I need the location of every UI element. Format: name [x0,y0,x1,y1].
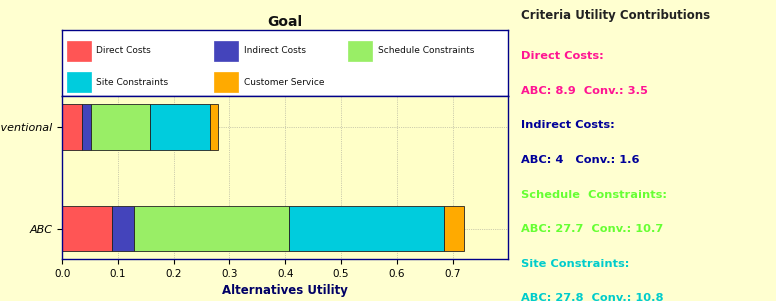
Text: Schedule  Constraints:: Schedule Constraints: [521,190,667,200]
Bar [151,104,210,150]
Text: ABC: 27.8  Conv.: 10.8: ABC: 27.8 Conv.: 10.8 [521,293,663,301]
Bar [81,104,91,150]
Bar [444,206,463,251]
Text: Site Constraints:: Site Constraints: [521,259,629,269]
Text: Schedule Constraints: Schedule Constraints [378,46,474,55]
Bar [348,41,372,61]
Text: ABC: 4   Conv.: 1.6: ABC: 4 Conv.: 1.6 [521,155,639,165]
Text: Indirect Costs:: Indirect Costs: [521,120,615,130]
Bar [289,206,444,251]
Bar [134,206,289,251]
Bar [91,104,151,150]
X-axis label: Alternatives Utility: Alternatives Utility [222,284,348,297]
Bar [210,104,218,150]
Text: Criteria Utility Contributions: Criteria Utility Contributions [521,9,710,22]
Text: ABC: 27.7  Conv.: 10.7: ABC: 27.7 Conv.: 10.7 [521,224,663,234]
Bar [112,206,134,251]
Text: Site Constraints: Site Constraints [96,78,168,87]
Bar [62,206,112,251]
Title: Goal: Goal [268,15,303,29]
Text: Direct Costs:: Direct Costs: [521,51,604,61]
Text: Indirect Costs: Indirect Costs [244,46,306,55]
Bar [214,41,238,61]
Bar [62,104,81,150]
Bar [67,73,91,92]
Bar [214,73,238,92]
Text: Customer Service: Customer Service [244,78,324,87]
Text: ABC: 8.9  Conv.: 3.5: ABC: 8.9 Conv.: 3.5 [521,86,648,96]
Text: Direct Costs: Direct Costs [96,46,151,55]
Bar [67,41,91,61]
